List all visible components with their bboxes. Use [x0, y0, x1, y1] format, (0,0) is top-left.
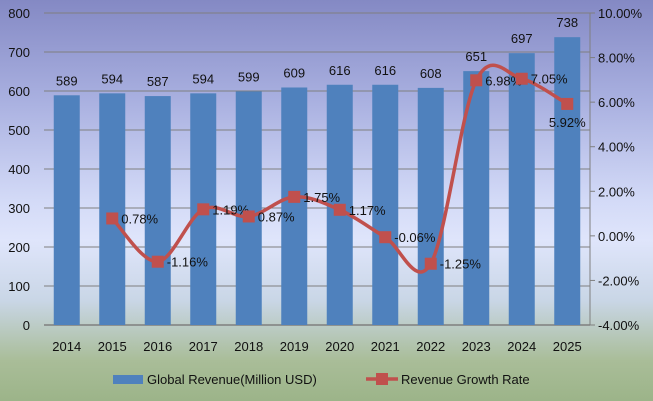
y-right-tick-label: 6.00% [598, 95, 635, 110]
growth-marker [106, 212, 119, 225]
growth-marker [424, 257, 437, 270]
bar-data-label: 608 [420, 66, 442, 81]
bar [99, 93, 126, 325]
y-left-tick-label: 0 [23, 318, 30, 333]
x-tick-label: 2016 [143, 339, 172, 354]
x-tick-label: 2020 [325, 339, 354, 354]
legend-swatch-growth-marker [376, 373, 388, 385]
x-tick-label: 2018 [234, 339, 263, 354]
growth-data-label: 5.92% [549, 115, 586, 130]
x-tick-label: 2023 [462, 339, 491, 354]
y-left-tick-label: 700 [8, 45, 30, 60]
growth-marker [242, 210, 255, 223]
bar [372, 84, 399, 325]
growth-marker [515, 72, 528, 85]
y-left-tick-label: 300 [8, 201, 30, 216]
growth-marker [197, 203, 210, 216]
legend-swatch-revenue [113, 375, 143, 384]
growth-data-label: -1.25% [440, 257, 482, 272]
growth-data-label: -0.06% [394, 230, 436, 245]
legend-label-growth: Revenue Growth Rate [401, 372, 530, 387]
growth-data-label: 6.98% [485, 73, 522, 88]
bar [53, 95, 80, 325]
bar-data-label: 587 [147, 74, 169, 89]
bar [554, 37, 581, 326]
y-right-tick-label: -2.00% [598, 273, 640, 288]
growth-marker [333, 203, 346, 216]
bar-data-label: 594 [101, 71, 123, 86]
bar-data-label: 738 [556, 15, 578, 30]
x-tick-label: 2021 [371, 339, 400, 354]
y-right-tick-label: 0.00% [598, 229, 635, 244]
x-tick-label: 2025 [553, 339, 582, 354]
bar-data-label: 599 [238, 69, 260, 84]
growth-marker [470, 74, 483, 87]
x-tick-label: 2017 [189, 339, 218, 354]
y-left-tick-label: 400 [8, 162, 30, 177]
x-tick-label: 2019 [280, 339, 309, 354]
y-right-tick-label: 8.00% [598, 51, 635, 66]
growth-data-label: 0.78% [121, 211, 158, 226]
x-tick-label: 2014 [52, 339, 81, 354]
growth-data-label: 1.75% [303, 190, 340, 205]
y-right-tick-label: 10.00% [598, 6, 643, 21]
growth-marker [288, 190, 301, 203]
growth-marker [151, 255, 164, 268]
growth-data-label: -1.16% [167, 255, 209, 270]
growth-marker [561, 97, 574, 110]
growth-marker [379, 231, 392, 244]
growth-data-label: 1.19% [212, 202, 249, 217]
x-tick-label: 2024 [507, 339, 536, 354]
y-left-tick-label: 600 [8, 84, 30, 99]
y-left-tick-label: 200 [8, 240, 30, 255]
bar-data-label: 616 [374, 63, 396, 78]
legend-label-revenue: Global Revenue(Million USD) [147, 372, 317, 387]
bar-data-label: 651 [465, 49, 487, 64]
bar [281, 87, 308, 326]
bar-data-label: 594 [192, 71, 214, 86]
growth-data-label: 1.17% [349, 203, 386, 218]
bar-data-label: 589 [56, 73, 78, 88]
growth-data-label: 7.05% [531, 72, 568, 87]
x-tick-label: 2015 [98, 339, 127, 354]
bar-data-label: 697 [511, 31, 533, 46]
y-right-tick-label: 4.00% [598, 140, 635, 155]
y-right-tick-label: 2.00% [598, 184, 635, 199]
y-left-tick-label: 500 [8, 123, 30, 138]
growth-data-label: 0.87% [258, 209, 295, 224]
bar [508, 53, 535, 326]
y-right-tick-label: -4.00% [598, 318, 640, 333]
x-tick-label: 2022 [416, 339, 445, 354]
bar [235, 91, 262, 325]
y-left-tick-label: 800 [8, 6, 30, 21]
bar [144, 96, 171, 325]
bar [417, 87, 444, 325]
bar-data-label: 609 [283, 65, 305, 80]
growth-line [110, 63, 569, 274]
bar-data-label: 616 [329, 63, 351, 78]
y-left-tick-label: 100 [8, 279, 30, 294]
